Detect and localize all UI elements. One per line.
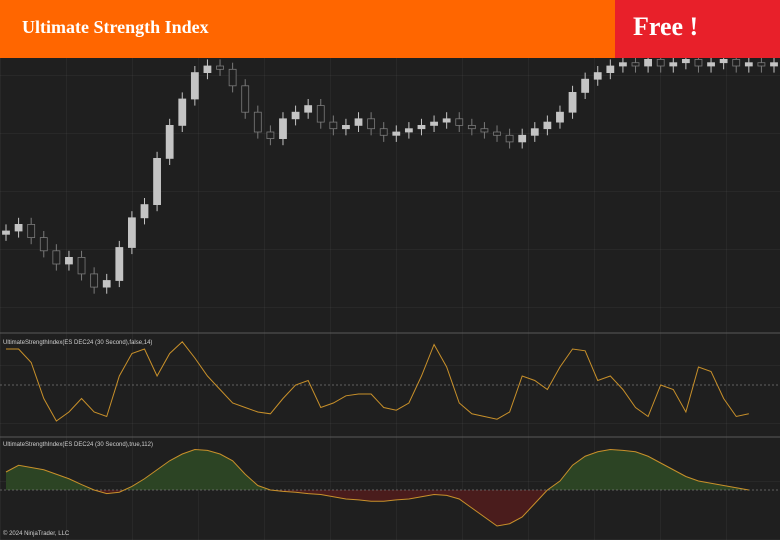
candle-body xyxy=(707,62,715,67)
candle-body xyxy=(631,62,640,67)
copyright: © 2024 NinjaTrader, LLC xyxy=(3,530,70,537)
candle-body xyxy=(467,125,476,130)
candle-body xyxy=(140,204,149,219)
candle-body xyxy=(543,121,552,130)
candle-body xyxy=(442,118,451,123)
candle-body xyxy=(568,92,577,113)
area-positive xyxy=(6,449,749,490)
candle-body xyxy=(39,237,48,252)
candle-body xyxy=(90,273,99,288)
candle-body xyxy=(505,134,514,143)
candle-body xyxy=(669,62,678,67)
candle-body xyxy=(392,131,401,136)
candle-body xyxy=(480,128,489,133)
panel-label: UltimateStrengthIndex(ES DEC24 (30 Secon… xyxy=(3,442,153,448)
candle-body xyxy=(593,72,602,80)
candle-body xyxy=(304,105,313,113)
candle-body xyxy=(342,125,350,130)
badge: Free ! xyxy=(615,0,780,58)
candle-body xyxy=(329,121,338,130)
candle-body xyxy=(228,68,237,87)
candle-body xyxy=(2,230,10,235)
candle-body xyxy=(581,78,590,93)
candle-body xyxy=(719,59,728,64)
candle-body xyxy=(77,256,86,275)
candle-body xyxy=(732,59,741,67)
candle-body xyxy=(518,134,527,143)
candle-body xyxy=(430,121,438,126)
badge-text: Free ! xyxy=(633,12,699,41)
indicator-line xyxy=(6,341,749,422)
area-negative xyxy=(6,490,749,526)
candle-body xyxy=(65,256,73,265)
indicator-line xyxy=(5,448,749,527)
candle-body xyxy=(153,157,161,205)
candle-body xyxy=(291,111,300,120)
candle-body xyxy=(694,59,703,67)
candle-body xyxy=(128,217,136,248)
candle-body xyxy=(216,65,224,70)
candle-body xyxy=(530,128,539,136)
candle-body xyxy=(14,223,23,232)
candle-body xyxy=(203,65,212,73)
candle-body xyxy=(744,62,753,67)
candle-body xyxy=(757,62,766,67)
candle-body xyxy=(354,118,363,126)
candle-body xyxy=(266,131,275,139)
candle-body xyxy=(52,250,61,265)
candle-body xyxy=(102,280,111,288)
candle-body xyxy=(404,128,413,133)
candle-body xyxy=(367,118,376,130)
candle-body xyxy=(379,128,388,136)
candle-body xyxy=(770,62,778,67)
candle-body xyxy=(493,131,501,136)
candle-body xyxy=(455,118,464,126)
panel-label: UltimateStrengthIndex(ES DEC24 (30 Secon… xyxy=(3,340,152,346)
candle-body xyxy=(656,59,665,67)
candle-body xyxy=(241,85,250,113)
candle-body xyxy=(190,72,199,100)
candle-body xyxy=(178,98,187,126)
header-bar: Ultimate Strength Index xyxy=(0,0,615,58)
candle-body xyxy=(253,111,262,133)
candle-body xyxy=(115,247,124,281)
candle-body xyxy=(556,111,564,123)
candle-body xyxy=(606,65,615,73)
candle-body xyxy=(27,223,36,238)
candle-body xyxy=(165,125,174,159)
header-title: Ultimate Strength Index xyxy=(22,17,209,37)
candle-body xyxy=(644,59,652,67)
candle-body xyxy=(279,118,287,140)
candle-body xyxy=(316,105,325,123)
candle-body xyxy=(619,62,627,67)
candle-body xyxy=(417,125,426,130)
candle-body xyxy=(681,59,690,64)
